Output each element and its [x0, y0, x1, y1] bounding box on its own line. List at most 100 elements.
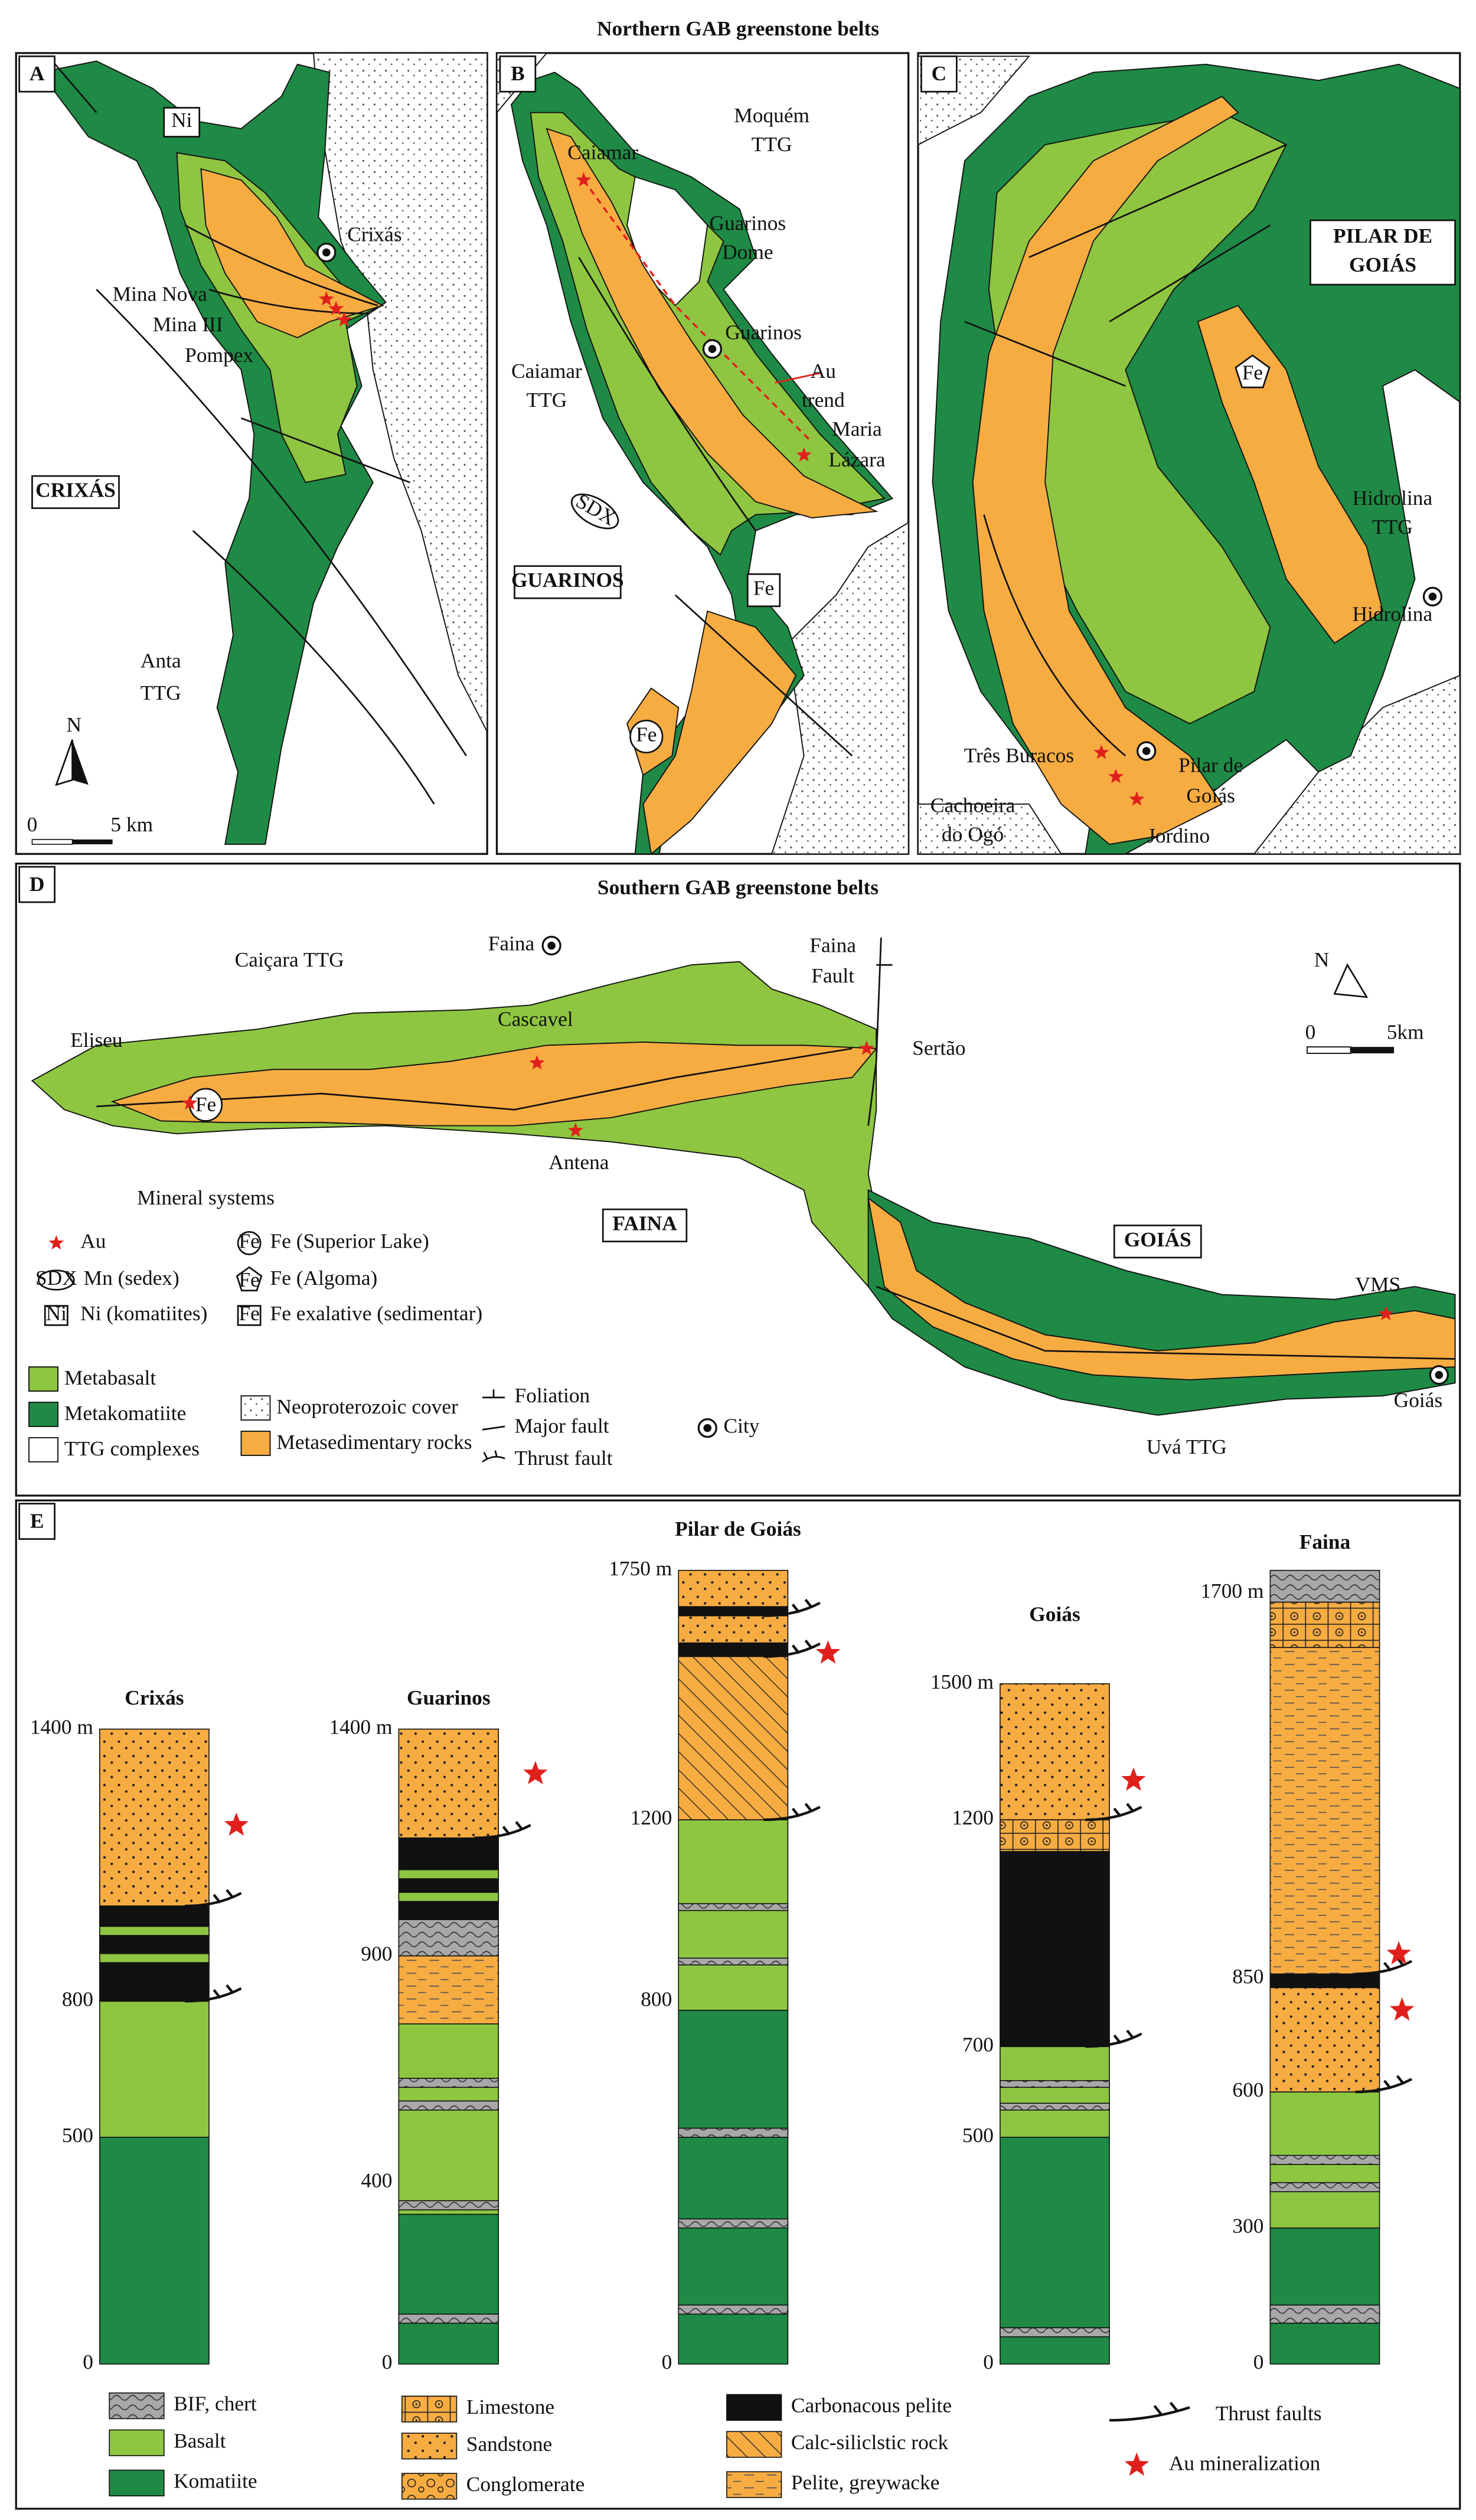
label: Caiamar [511, 359, 582, 383]
label: 1750 m [609, 1556, 672, 1580]
map-shape [964, 321, 1126, 387]
label: 1200 [631, 1806, 672, 1829]
label: SDX [35, 1266, 77, 1290]
label: A [30, 61, 45, 85]
legend-swatch [401, 2473, 458, 2500]
label: 500 [62, 2123, 93, 2147]
label-box [18, 866, 55, 903]
label: TTG [141, 681, 181, 704]
legend-swatch [401, 2395, 458, 2423]
label: Mineral systems [137, 1186, 275, 1209]
strat-layer [678, 2127, 789, 2138]
label: Fe [239, 1301, 259, 1325]
label: Dome [722, 240, 773, 263]
au-star [858, 1040, 874, 1055]
label-box [1310, 219, 1456, 286]
au-star [567, 1122, 584, 1137]
strat-layer [1000, 2046, 1110, 2138]
label: Antena [548, 1150, 609, 1174]
label: Basalt [174, 2428, 226, 2452]
label: Caiçara TTG [235, 948, 344, 971]
label: Fe [239, 1268, 259, 1291]
label: Goiás [1186, 784, 1235, 807]
label: Thrust faults [1216, 2401, 1322, 2425]
label: Hidrolina [1353, 602, 1433, 625]
label: Conglomerate [466, 2472, 584, 2496]
map-shape [917, 52, 1461, 855]
legend-swatch [28, 1402, 58, 1427]
label: Limestone [466, 2395, 554, 2418]
thrust-fault [1085, 2029, 1142, 2048]
label: Faina [1299, 1530, 1351, 1553]
label: Goiás [1394, 1388, 1443, 1412]
strat-layer [99, 1728, 210, 1907]
label: VMS [1356, 1272, 1401, 1296]
legend-swatch [28, 1366, 58, 1392]
au-star [1108, 768, 1124, 784]
thrust-fault [185, 1889, 242, 1908]
thrust-fault [1355, 2075, 1413, 2094]
label: 5 km [110, 812, 153, 836]
city-dot [322, 248, 331, 257]
label: 1200 [952, 1806, 994, 1829]
label-box [514, 565, 622, 599]
legend-swatch [109, 2392, 165, 2420]
label: Fe exalative (sedimentar) [270, 1301, 483, 1325]
map-shape [192, 530, 435, 805]
strat-layer [398, 1955, 499, 2025]
map-shape [867, 1196, 1456, 1380]
label: 700 [962, 2032, 994, 2056]
au-star [328, 301, 344, 315]
label: N [66, 713, 81, 736]
label: Mina Nova [113, 282, 207, 305]
label: 800 [641, 1987, 672, 2010]
map-shape [1333, 963, 1369, 998]
strat-layer [1269, 2182, 1380, 2192]
label: Fe [636, 723, 657, 746]
label: Pelite, greywacke [791, 2470, 940, 2494]
strat-layer [398, 1728, 499, 1839]
thrust-fault [763, 1598, 821, 1617]
au-star [796, 447, 812, 462]
legend-swatch [726, 2431, 782, 2458]
thrust-fault [763, 1640, 821, 1658]
symbol [570, 493, 619, 530]
au-star [1390, 1997, 1415, 2021]
legend-fault [482, 1425, 505, 1431]
city-dot [1435, 1370, 1444, 1379]
city-dot [547, 941, 556, 950]
city-dot [703, 1424, 712, 1432]
label: Fe [753, 576, 774, 600]
label: Guarinos [725, 321, 802, 344]
strat-layer [1269, 1647, 1380, 1975]
legend-thrust [482, 1450, 505, 1463]
map-shape [15, 1499, 1461, 2510]
map-shape [15, 862, 1461, 1497]
label: Pompex [185, 343, 253, 367]
strat-layer [1000, 1851, 1110, 2047]
map-shape [313, 53, 488, 732]
map-shape [110, 1041, 878, 1127]
map-shape [546, 128, 879, 518]
strat-layer [398, 2214, 499, 2365]
label-box [18, 55, 55, 93]
strat-layer [1269, 2227, 1380, 2365]
map-shape [771, 522, 909, 854]
legend-foliation [482, 1389, 505, 1399]
map-shape [983, 514, 1126, 757]
label: Southern GAB greenstone belts [597, 875, 879, 899]
map-shape [775, 372, 821, 384]
map-shape [208, 288, 370, 315]
map-shape [96, 289, 467, 756]
label: Hidrolina [1353, 486, 1433, 510]
map-shape [1350, 1047, 1395, 1054]
strat-layer [1000, 1819, 1110, 1852]
label: Komatiite [174, 2469, 257, 2492]
strat-layer [678, 1957, 789, 1966]
strat-layer [99, 1953, 210, 1963]
label: Guarinos [709, 211, 786, 234]
map-shape [583, 179, 813, 443]
label: N [1314, 948, 1330, 971]
